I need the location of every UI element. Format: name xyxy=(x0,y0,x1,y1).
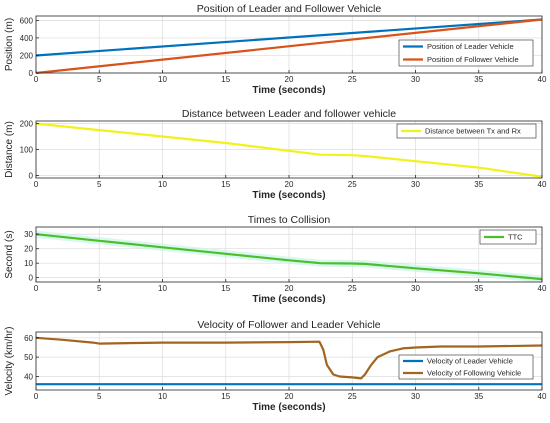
y-tick-label: 10 xyxy=(24,259,33,268)
legend-label: Position of Leader Vehicle xyxy=(427,42,514,51)
x-tick-label: 20 xyxy=(285,392,294,401)
x-tick-label: 0 xyxy=(34,392,39,401)
x-tick-label: 15 xyxy=(221,284,230,293)
x-axis-label: Time (seconds) xyxy=(252,294,325,305)
y-tick-label: 50 xyxy=(24,353,33,362)
x-tick-label: 5 xyxy=(97,75,102,84)
x-tick-label: 25 xyxy=(348,284,357,293)
x-tick-label: 30 xyxy=(411,75,420,84)
legend-box xyxy=(398,39,534,67)
chart-title: Times to Collision xyxy=(248,214,331,226)
x-tick-label: 40 xyxy=(538,180,547,189)
x-axis-label: Time (seconds) xyxy=(252,85,325,96)
x-tick-label: 0 xyxy=(34,284,39,293)
legend-label: Velocity of Leader Vehicle xyxy=(427,357,513,366)
x-tick-label: 5 xyxy=(97,180,102,189)
x-tick-label: 10 xyxy=(158,392,167,401)
series-line-1 xyxy=(35,18,543,57)
legend-box xyxy=(398,354,534,380)
x-tick-label: 0 xyxy=(34,180,39,189)
x-tick-label: 35 xyxy=(474,75,483,84)
y-tick-label: 200 xyxy=(20,51,34,60)
y-axis-label: Velocity (km/hr) xyxy=(4,327,15,396)
x-tick-label: 15 xyxy=(221,392,230,401)
x-tick-label: 20 xyxy=(285,284,294,293)
series-line-2 xyxy=(35,336,543,380)
series-line-2 xyxy=(35,18,543,75)
y-tick-label: 0 xyxy=(29,69,34,78)
y-axis-label: Second (s) xyxy=(4,230,15,278)
x-tick-label: 20 xyxy=(285,75,294,84)
x-axis-label: Time (seconds) xyxy=(252,190,325,201)
x-tick-label: 5 xyxy=(97,392,102,401)
y-tick-label: 0 xyxy=(29,274,34,283)
y-tick-label: 20 xyxy=(24,245,33,254)
x-tick-label: 40 xyxy=(538,75,547,84)
y-tick-label: 200 xyxy=(20,120,34,129)
y-tick-label: 30 xyxy=(24,230,33,239)
x-tick-label: 0 xyxy=(34,75,39,84)
x-tick-label: 20 xyxy=(285,180,294,189)
y-tick-label: 600 xyxy=(20,16,34,25)
x-tick-label: 15 xyxy=(221,75,230,84)
legend-label: Velocity of Following Vehicle xyxy=(427,369,521,378)
x-tick-label: 30 xyxy=(411,392,420,401)
x-tick-label: 30 xyxy=(411,180,420,189)
y-tick-label: 100 xyxy=(20,146,34,155)
x-tick-label: 40 xyxy=(538,284,547,293)
x-tick-label: 35 xyxy=(474,180,483,189)
x-tick-label: 15 xyxy=(221,180,230,189)
x-tick-label: 25 xyxy=(348,392,357,401)
chart-title: Velocity of Follower and Leader Vehicle xyxy=(197,319,380,331)
ttc-band xyxy=(36,230,542,283)
legend-label: Position of Follower Vehicle xyxy=(427,55,519,64)
series-line-1 xyxy=(35,122,543,178)
y-tick-label: 0 xyxy=(29,171,34,180)
x-tick-label: 25 xyxy=(348,180,357,189)
chart-panel-4: 0 5 10 15 20 25 30 35 40 40 50 60 Velocity of Follow… xyxy=(4,319,547,413)
chart-panel-3: 0 5 10 15 20 25 30 35 40 0 10 20 30 Times to Collisio… xyxy=(4,214,547,305)
chart-title: Distance between Leader and follower veh… xyxy=(182,108,396,120)
legend-label: TTC xyxy=(508,233,523,242)
x-axis-label: Time (seconds) xyxy=(252,402,325,413)
y-axis-label: Position (m) xyxy=(4,18,15,71)
chart-title: Position of Leader and Follower Vehicle xyxy=(197,3,382,15)
legend-box xyxy=(479,229,537,245)
legend-box xyxy=(396,123,537,139)
x-tick-label: 35 xyxy=(474,284,483,293)
x-tick-label: 10 xyxy=(158,284,167,293)
y-tick-label: 60 xyxy=(24,334,33,343)
series-line-1 xyxy=(35,233,543,281)
x-tick-label: 5 xyxy=(97,284,102,293)
x-tick-label: 30 xyxy=(411,284,420,293)
y-tick-label: 400 xyxy=(20,34,34,43)
x-tick-label: 40 xyxy=(538,392,547,401)
y-tick-label: 40 xyxy=(24,372,33,381)
x-tick-label: 10 xyxy=(158,75,167,84)
x-tick-label: 25 xyxy=(348,75,357,84)
x-tick-label: 35 xyxy=(474,392,483,401)
legend-label: Distance between Tx and Rx xyxy=(425,127,521,136)
chart-panel-2: 0 5 10 15 20 25 30 35 40 0 100 200 Distance between … xyxy=(4,108,547,201)
x-tick-label: 10 xyxy=(158,180,167,189)
y-axis-label: Distance (m) xyxy=(4,121,15,178)
